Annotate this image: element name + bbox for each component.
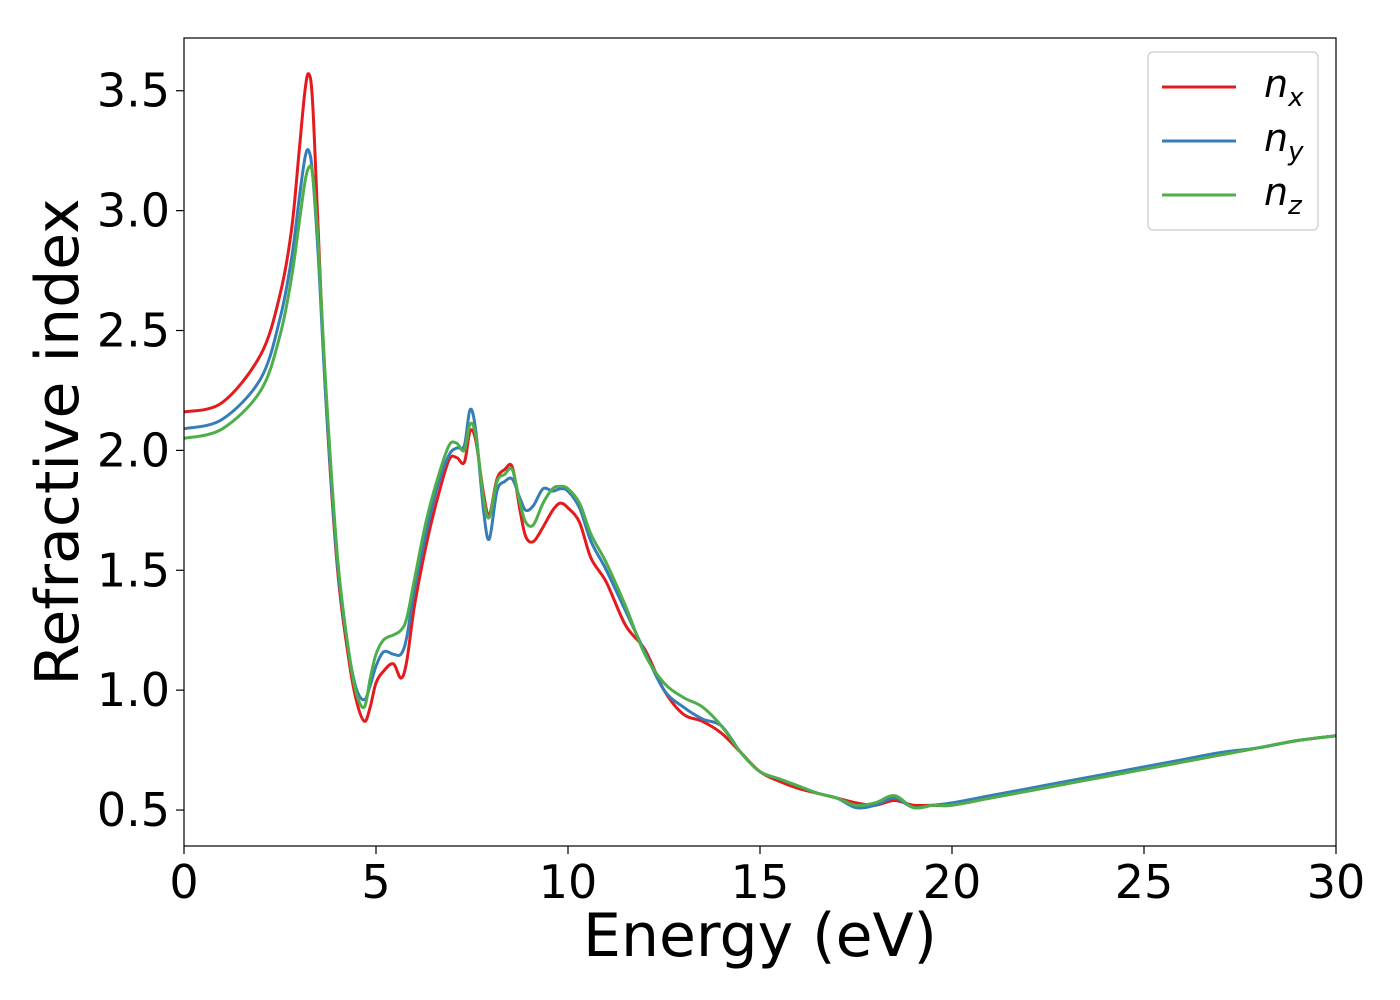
y-tick-label: 3.5 [97, 64, 170, 118]
legend-item-ny: ny [1162, 116, 1304, 167]
x-axis-ticks: 0 5 10 15 20 25 30 [169, 846, 1365, 909]
y-tick-label: 2.5 [97, 304, 170, 358]
legend-label: ny [1264, 116, 1304, 167]
y-tick-label: 2.0 [97, 423, 170, 477]
x-tick-label: 30 [1307, 855, 1366, 909]
series-layer [183, 72, 1337, 810]
x-tick-label: 20 [923, 855, 982, 909]
y-tick-label: 1.5 [97, 543, 170, 597]
y-tick-label: 1.0 [97, 663, 170, 717]
legend-item-nz: nz [1162, 170, 1303, 221]
x-tick-label: 10 [539, 855, 598, 909]
x-axis-title: Energy (eV) [583, 901, 937, 971]
series-line-ny [183, 148, 1337, 810]
y-tick-label: 0.5 [97, 783, 170, 837]
y-tick-label: 3.0 [97, 184, 170, 238]
legend-item-nx: nx [1162, 62, 1304, 113]
x-tick-label: 25 [1115, 855, 1174, 909]
x-tick-label: 15 [731, 855, 790, 909]
x-tick-label: 0 [169, 855, 198, 909]
legend-label: nz [1264, 170, 1303, 221]
series-line-nz [183, 164, 1337, 810]
y-axis-title: Refractive index [23, 198, 93, 685]
legend-label: nx [1264, 62, 1304, 113]
x-tick-label: 5 [361, 855, 390, 909]
y-axis-ticks: 0.5 1.0 1.5 2.0 2.5 3.0 3.5 [97, 64, 184, 837]
